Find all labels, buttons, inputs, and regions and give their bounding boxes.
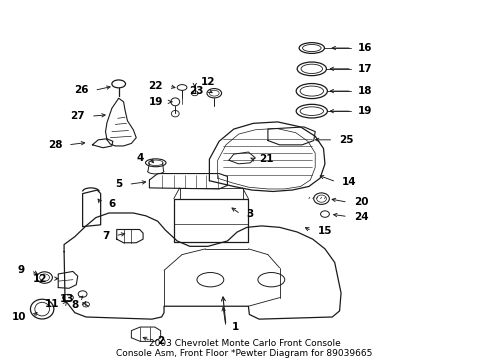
- Text: 15: 15: [317, 226, 331, 236]
- Text: 9: 9: [18, 265, 25, 275]
- Text: 26: 26: [74, 85, 88, 95]
- Text: 12: 12: [200, 77, 215, 87]
- Text: 28: 28: [47, 140, 62, 150]
- Text: 6: 6: [108, 199, 115, 210]
- Text: 13: 13: [59, 294, 74, 304]
- Text: 2: 2: [157, 336, 163, 346]
- Text: 25: 25: [338, 135, 353, 145]
- Text: 7: 7: [102, 231, 109, 240]
- Text: 4: 4: [136, 153, 143, 163]
- Text: 5: 5: [115, 179, 122, 189]
- Text: 19: 19: [148, 97, 163, 107]
- Text: 11: 11: [44, 299, 59, 309]
- Text: 22: 22: [148, 81, 163, 91]
- Text: 23: 23: [189, 86, 203, 96]
- Text: 16: 16: [357, 43, 371, 53]
- Text: 3: 3: [246, 209, 253, 219]
- Text: 12: 12: [33, 274, 47, 284]
- Text: 20: 20: [353, 197, 367, 207]
- Text: 24: 24: [353, 212, 367, 221]
- Text: 17: 17: [357, 64, 371, 74]
- Text: 1: 1: [231, 322, 239, 332]
- Text: 27: 27: [70, 111, 85, 121]
- Text: 14: 14: [341, 177, 356, 187]
- Text: 10: 10: [12, 312, 26, 322]
- Text: 8: 8: [71, 300, 79, 310]
- Text: 19: 19: [357, 106, 371, 116]
- Text: 21: 21: [259, 154, 273, 164]
- Text: 18: 18: [357, 86, 371, 96]
- Text: 2003 Chevrolet Monte Carlo Front Console
Console Asm, Front Floor *Pewter Diagra: 2003 Chevrolet Monte Carlo Front Console…: [116, 339, 372, 358]
